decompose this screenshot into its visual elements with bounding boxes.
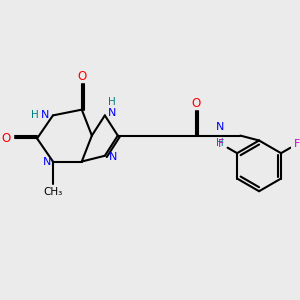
Text: H: H xyxy=(216,138,224,148)
Text: N: N xyxy=(216,122,224,132)
Text: O: O xyxy=(1,132,10,145)
Text: N: N xyxy=(109,152,117,162)
Text: H: H xyxy=(31,110,39,120)
Text: N: N xyxy=(41,110,49,120)
Text: O: O xyxy=(77,70,86,83)
Text: F: F xyxy=(218,139,224,149)
Text: N: N xyxy=(42,157,51,166)
Text: F: F xyxy=(294,139,300,149)
Text: H: H xyxy=(109,98,116,107)
Text: O: O xyxy=(191,97,200,110)
Text: N: N xyxy=(108,108,116,118)
Text: CH₃: CH₃ xyxy=(43,187,63,197)
